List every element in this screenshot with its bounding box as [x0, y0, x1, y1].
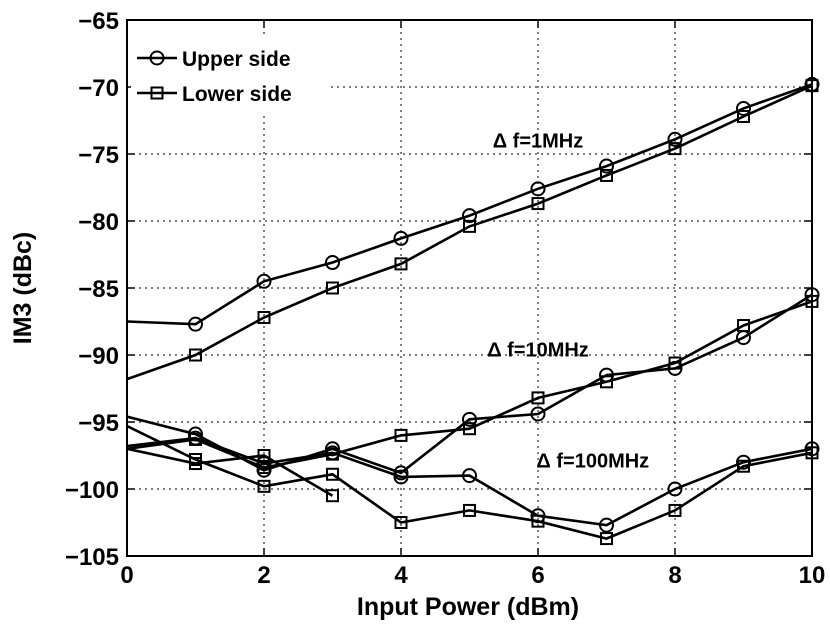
tick-labels: 0 2 4 6 8 10 −105 −100 −95 −90 −85 −80 −75 −70 −65 — [65, 8, 825, 589]
legend: Upper side Lower side — [131, 36, 327, 116]
legend-box — [131, 36, 327, 116]
square-marker — [600, 532, 613, 546]
square-marker — [737, 459, 750, 473]
circle-marker — [393, 465, 409, 481]
square-marker — [463, 219, 476, 233]
circle-marker — [256, 456, 272, 472]
circle-marker — [599, 158, 614, 174]
legend-label: Upper side — [182, 48, 291, 71]
y-tick-label: −80 — [78, 209, 119, 236]
square-marker — [531, 197, 545, 211]
annotation-label: Δ f=10MHz — [487, 339, 589, 361]
series-line — [126, 84, 813, 381]
x-tick-label: 8 — [668, 562, 681, 589]
square-marker — [668, 503, 682, 517]
square-marker — [394, 516, 408, 529]
square-marker — [600, 168, 613, 182]
x-tick-label: 10 — [799, 562, 826, 589]
circle-marker — [462, 208, 477, 224]
circle-marker — [462, 411, 477, 427]
circle-marker — [256, 273, 272, 289]
square-marker — [531, 514, 545, 528]
y-tick-label: −100 — [65, 477, 119, 504]
square-marker — [257, 310, 271, 324]
y-tick-label: −105 — [65, 544, 119, 571]
series-line — [126, 293, 813, 475]
series-6 — [126, 447, 339, 503]
legend-label: Lower side — [182, 83, 292, 106]
circle-marker — [188, 316, 203, 332]
legend-entry: Lower side — [137, 83, 292, 106]
series-line — [126, 300, 813, 469]
annotation-label: Δ f=1MHz — [493, 130, 584, 152]
square-marker — [326, 281, 339, 295]
square-marker — [531, 391, 545, 405]
square-marker — [737, 109, 750, 123]
square-marker — [463, 422, 476, 436]
circle-marker — [667, 481, 683, 497]
circle-marker — [599, 517, 614, 533]
circle-marker — [393, 230, 409, 246]
square-marker — [257, 449, 271, 462]
square-marker — [257, 479, 271, 493]
series-line — [126, 424, 813, 540]
circle-marker — [462, 468, 477, 484]
circle-marker — [736, 100, 751, 116]
square-marker — [189, 457, 202, 471]
square-marker — [326, 489, 339, 503]
series-0 — [126, 76, 820, 332]
x-tick-label: 4 — [394, 562, 408, 589]
square-marker — [668, 142, 682, 156]
square-marker — [394, 257, 408, 271]
y-tick-label: −70 — [78, 75, 119, 102]
square-marker — [737, 319, 750, 333]
circle-marker — [325, 445, 340, 461]
circle-marker — [530, 406, 546, 422]
y-axis-title: IM3 (dBc) — [9, 232, 37, 345]
y-tick-label: −85 — [78, 276, 119, 303]
circle-marker — [188, 430, 203, 446]
annotations: Δ f=1MHz Δ f=10MHz Δ f=100MHz — [487, 130, 649, 472]
series-layer — [126, 76, 820, 546]
x-tick-label: 0 — [120, 562, 133, 589]
square-marker — [394, 428, 408, 442]
circle-marker — [530, 181, 546, 197]
series-line — [126, 447, 334, 497]
square-marker — [668, 356, 682, 370]
square-marker — [150, 86, 164, 100]
series-line — [126, 436, 813, 527]
square-marker — [463, 503, 476, 517]
y-tick-label: −75 — [78, 142, 119, 169]
circle-marker — [393, 469, 409, 485]
series-5 — [126, 424, 819, 546]
circle-marker — [667, 131, 683, 147]
square-marker — [600, 375, 613, 389]
x-tick-label: 2 — [257, 562, 270, 589]
series-line — [126, 83, 813, 326]
x-axis-title: Input Power (dBm) — [357, 593, 579, 621]
x-tick-label: 6 — [531, 562, 544, 589]
square-marker — [189, 348, 202, 362]
y-tick-label: −95 — [78, 410, 119, 437]
annotation-label: Δ f=100MHz — [536, 451, 649, 473]
y-tick-label: −90 — [78, 343, 119, 370]
series-1 — [126, 79, 819, 381]
legend-entry: Upper side — [137, 48, 291, 71]
series-3 — [126, 294, 819, 475]
square-marker — [326, 467, 339, 481]
circle-marker — [325, 255, 340, 271]
y-tick-label: −65 — [78, 8, 119, 35]
circle-marker — [149, 50, 165, 66]
